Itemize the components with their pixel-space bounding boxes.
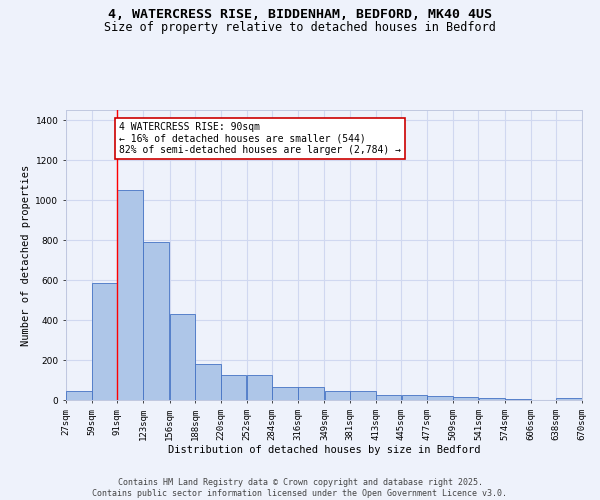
Bar [427, 396, 452, 400]
Bar [376, 395, 401, 400]
Bar [556, 398, 582, 400]
Bar [170, 314, 195, 400]
Bar [143, 242, 169, 400]
Bar [92, 283, 117, 400]
Bar [401, 395, 427, 400]
Bar [66, 391, 92, 400]
Bar [479, 398, 505, 400]
Bar [298, 387, 324, 400]
Text: Size of property relative to detached houses in Bedford: Size of property relative to detached ho… [104, 21, 496, 34]
Bar [221, 375, 247, 400]
Bar [247, 375, 272, 400]
Bar [196, 364, 221, 400]
Text: 4 WATERCRESS RISE: 90sqm
← 16% of detached houses are smaller (544)
82% of semi-: 4 WATERCRESS RISE: 90sqm ← 16% of detach… [119, 122, 401, 155]
Bar [453, 397, 478, 400]
Bar [325, 391, 350, 400]
Y-axis label: Number of detached properties: Number of detached properties [21, 164, 31, 346]
Text: Contains HM Land Registry data © Crown copyright and database right 2025.
Contai: Contains HM Land Registry data © Crown c… [92, 478, 508, 498]
Bar [350, 391, 376, 400]
Bar [118, 190, 143, 400]
Text: 4, WATERCRESS RISE, BIDDENHAM, BEDFORD, MK40 4US: 4, WATERCRESS RISE, BIDDENHAM, BEDFORD, … [108, 8, 492, 20]
X-axis label: Distribution of detached houses by size in Bedford: Distribution of detached houses by size … [168, 446, 480, 456]
Bar [505, 399, 530, 400]
Bar [272, 387, 298, 400]
